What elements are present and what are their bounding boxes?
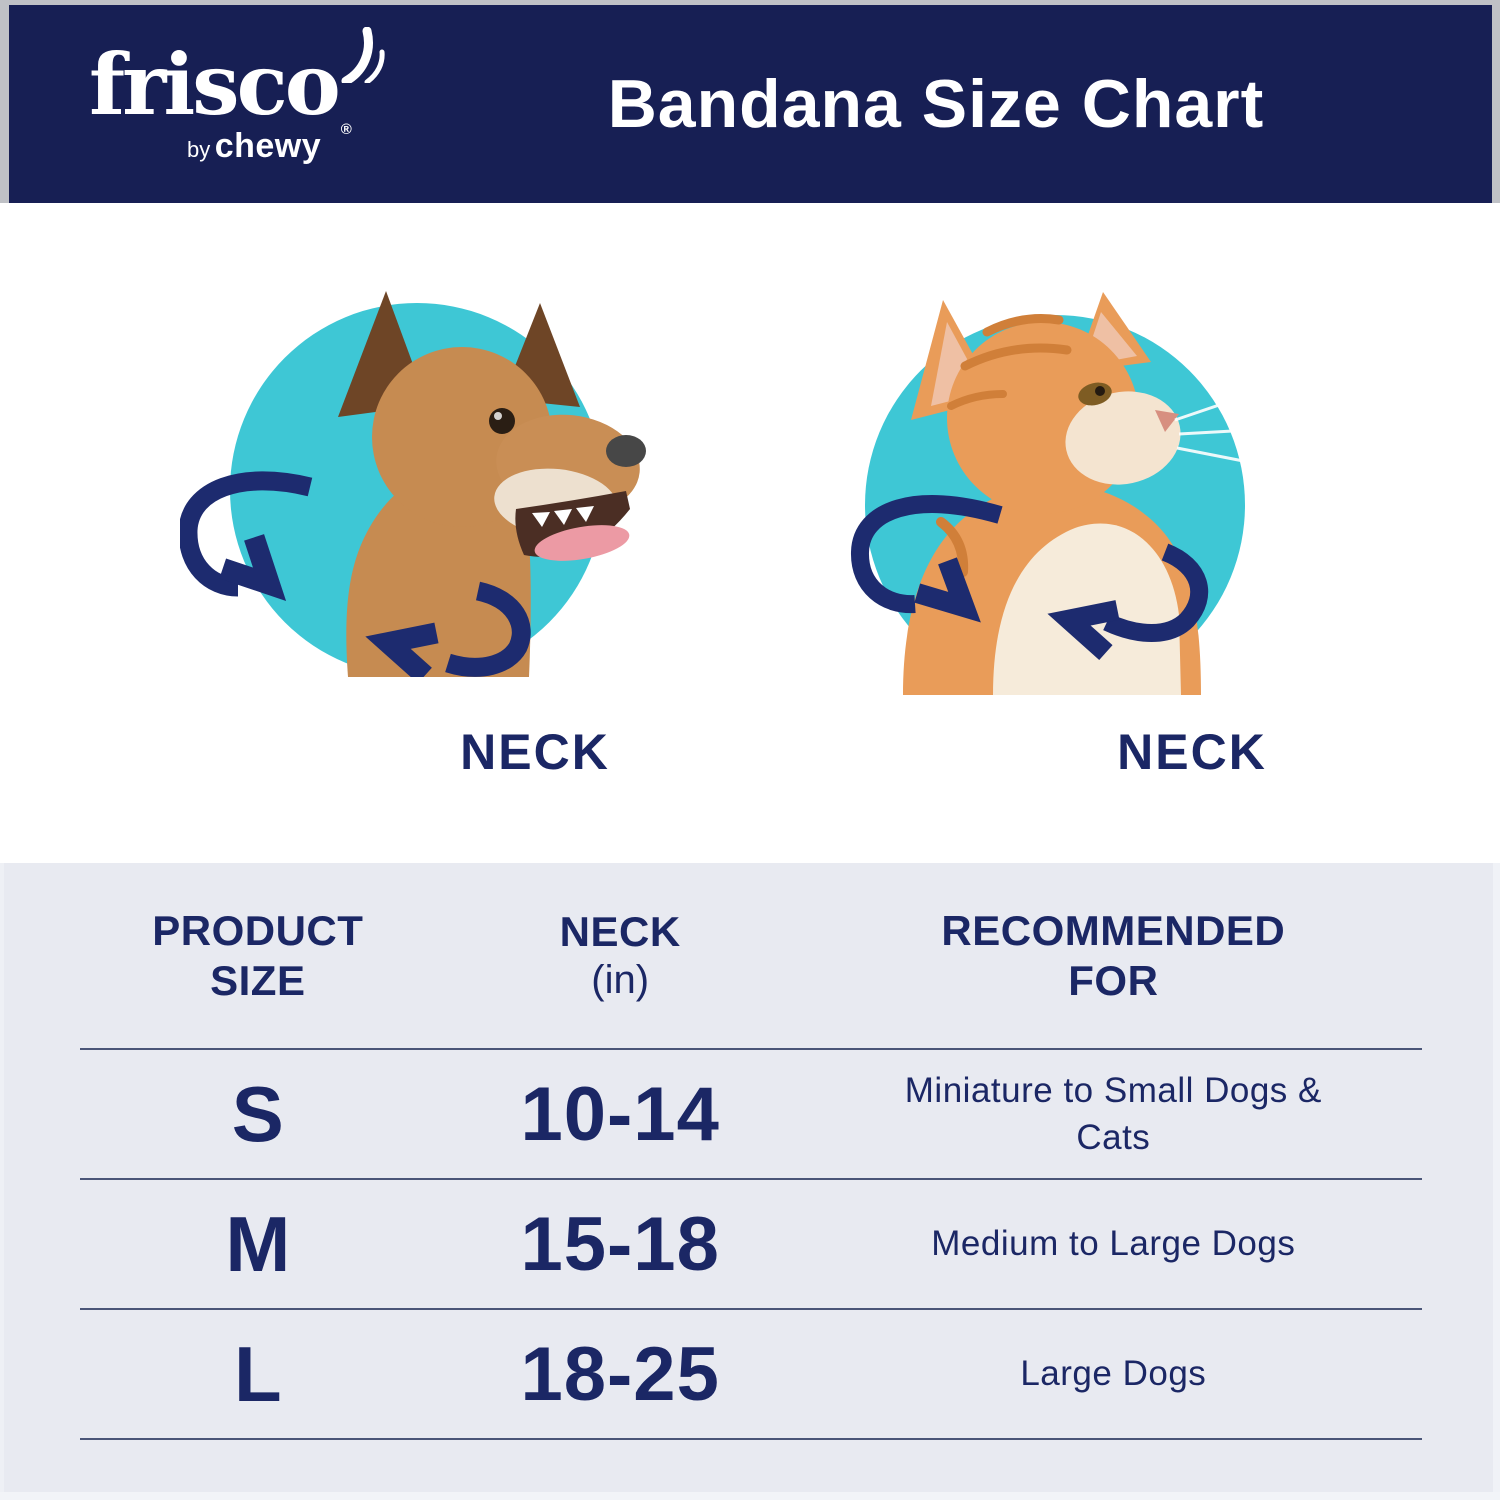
column-header-recommended-for: RECOMMENDED FOR bbox=[941, 906, 1286, 1004]
neck-range: 15-18 bbox=[520, 1201, 720, 1287]
neck-range: 18-25 bbox=[520, 1331, 720, 1417]
divider bbox=[80, 1178, 1422, 1180]
size-value: M bbox=[225, 1199, 291, 1288]
byline-by: by bbox=[187, 136, 211, 162]
frame-edge bbox=[0, 1492, 1500, 1500]
dog-neck-illustration bbox=[180, 291, 646, 677]
brand-wordmark: frisco ® bbox=[89, 26, 385, 137]
byline: by chewy bbox=[187, 127, 394, 166]
page-title: Bandana Size Chart bbox=[607, 66, 1265, 142]
size-value: S bbox=[231, 1069, 284, 1158]
registered-trademark: ® bbox=[340, 120, 352, 138]
header: frisco ® by chewy Bandana Size Chart bbox=[0, 0, 1500, 203]
column-header-neck-in: NECK (in) bbox=[559, 908, 681, 1002]
dog-neck-arrow bbox=[180, 471, 531, 677]
cat-neck-arrow bbox=[851, 495, 1209, 661]
recommended-for: Large Dogs bbox=[1020, 1354, 1207, 1394]
column-header-product-size: PRODUCT SIZE bbox=[152, 906, 364, 1004]
frisco-tail-icon bbox=[341, 26, 385, 83]
frisco-logo: frisco ® by chewy bbox=[89, 26, 394, 166]
table-row-small: S 10-14 Miniature to Small Dogs & Cats bbox=[80, 1050, 1422, 1178]
table-header-row: PRODUCT SIZE NECK (in) RECOMMENDED FOR bbox=[80, 863, 1422, 1048]
table-row-medium: M 15-18 Medium to Large Dogs bbox=[80, 1180, 1422, 1308]
frame-edge bbox=[1493, 863, 1500, 1500]
byline-chewy: chewy bbox=[214, 126, 322, 165]
divider bbox=[80, 1308, 1422, 1310]
header-bar: frisco ® by chewy Bandana Size Chart bbox=[9, 5, 1492, 203]
brand-name: frisco bbox=[89, 34, 341, 134]
size-value: L bbox=[233, 1329, 282, 1418]
table-row-large: L 18-25 Large Dogs bbox=[80, 1310, 1422, 1438]
neck-range: 10-14 bbox=[520, 1071, 720, 1157]
cat-neck-label: NECK bbox=[1117, 724, 1267, 780]
divider bbox=[80, 1438, 1422, 1440]
measurement-figures: NECK NECK bbox=[0, 203, 1500, 863]
recommended-for: Medium to Large Dogs bbox=[931, 1224, 1296, 1264]
divider bbox=[80, 1048, 1422, 1050]
cat-neck-illustration bbox=[851, 292, 1288, 695]
recommended-for: Miniature to Small Dogs & Cats bbox=[904, 1070, 1322, 1157]
frame-edge bbox=[0, 863, 4, 1500]
dog-neck-label: NECK bbox=[460, 724, 610, 780]
size-table: PRODUCT SIZE NECK (in) RECOMMENDED FOR S… bbox=[0, 863, 1500, 1500]
